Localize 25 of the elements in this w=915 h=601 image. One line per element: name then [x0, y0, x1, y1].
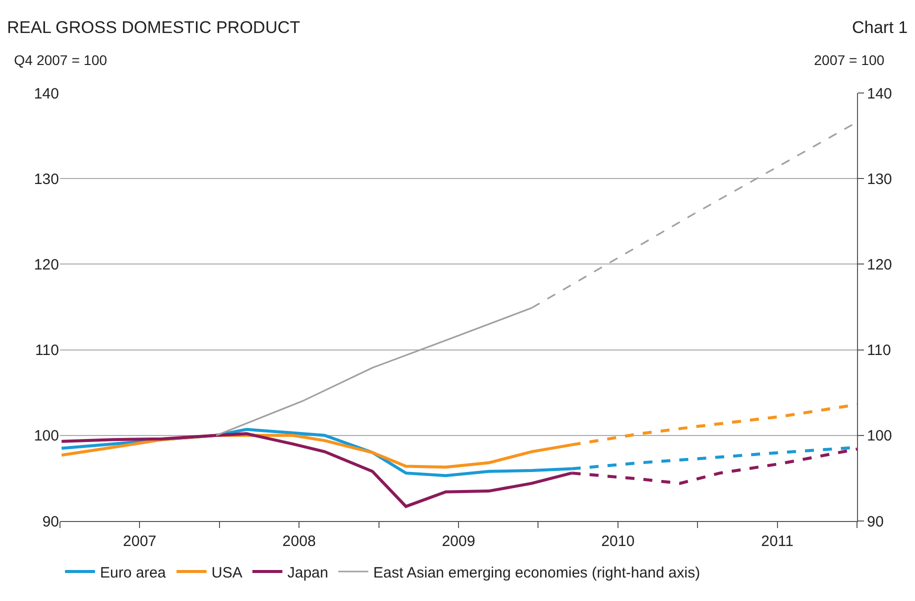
y-tick-label: 90: [42, 513, 59, 530]
y-axis-title: Q4 2007 = 100: [14, 52, 108, 68]
legend-label: USA: [212, 564, 242, 582]
y2-tick-label: 130: [867, 170, 892, 188]
x-tick-label: 2009: [442, 533, 476, 550]
chart-title: REAL GROSS DOMESTIC PRODUCT: [7, 18, 300, 37]
y2-tick-label: 120: [867, 256, 892, 274]
legend-label: East Asian emerging economies (right-hand axis): [373, 564, 700, 582]
y-tick-label: 100: [34, 428, 59, 445]
y-tick-label: 110: [35, 342, 59, 360]
x-tick-label: 2008: [282, 533, 316, 550]
caption: Chart 1: [852, 18, 908, 37]
y2-tick-label: 100: [867, 428, 892, 445]
y2-axis-title: 2007 = 100: [814, 52, 885, 68]
y-tick-label: 140: [34, 85, 59, 102]
x-tick-label: 2011: [761, 533, 794, 550]
y-tick-label: 130: [34, 170, 59, 188]
y2-tick-label: 110: [867, 342, 891, 360]
x-tick-label: 2007: [123, 533, 156, 550]
x-tick-label: 2010: [601, 533, 635, 550]
y-tick-label: 120: [34, 256, 59, 274]
y2-tick-label: 140: [867, 85, 892, 102]
legend-label: Japan: [287, 564, 328, 582]
legend-label: Euro area: [100, 564, 167, 582]
y2-tick-label: 90: [867, 513, 884, 530]
